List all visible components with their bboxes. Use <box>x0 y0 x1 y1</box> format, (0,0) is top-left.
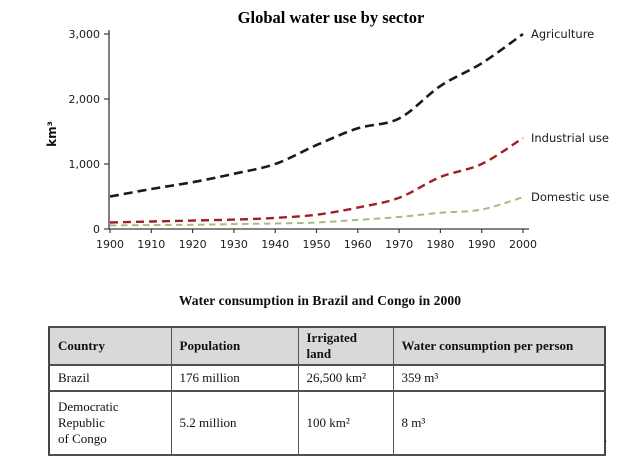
series-line-agriculture <box>109 32 524 198</box>
table-body: Brazil 176 million 26,500 km² 359 m³ Democra… <box>48 364 606 456</box>
table-header-cell: Country <box>48 326 172 366</box>
table-row: Democratic Republic of Congo 5.2 million 1… <box>48 390 606 456</box>
x-tick-label: 2000 <box>509 238 537 251</box>
table-cell: 100 km² <box>297 390 394 456</box>
table-cell: Brazil <box>48 364 172 392</box>
table-cell: 8 m³ <box>392 390 606 456</box>
series-line-domestic-use <box>109 196 524 227</box>
x-tick-label: 1910 <box>137 238 165 251</box>
table-cell: 26,500 km² <box>297 364 394 392</box>
chart-title: Global water use by sector <box>238 8 425 27</box>
series-label-industrial-use: Industrial use <box>531 131 609 145</box>
y-axis-label: km³ <box>45 121 59 147</box>
x-tick-label: 1950 <box>303 238 331 251</box>
y-tick-label: 1,000 <box>69 158 101 171</box>
series-label-domestic-use: Domestic use <box>531 190 609 204</box>
table-header-cell: Irrigated land <box>297 326 394 366</box>
water-use-chart: Global water use by sector 0 1,000 2,000 3,0… <box>45 8 609 251</box>
table-cell: 5.2 million <box>170 390 299 456</box>
x-tick-label: 1920 <box>179 238 207 251</box>
stray-dot: . <box>604 430 608 445</box>
x-tick-label: 1980 <box>426 238 454 251</box>
table-head: Country Population Irrigated land Water con… <box>48 326 606 366</box>
y-tick-label: 2,000 <box>69 93 101 106</box>
table-cell: 359 m³ <box>392 364 606 392</box>
y-tick-label: 3,000 <box>69 28 101 41</box>
x-tick-label: 1930 <box>220 238 248 251</box>
x-tick-label: 1970 <box>385 238 413 251</box>
series-line-industrial-use <box>109 136 524 224</box>
table-header-row: Country Population Irrigated land Water con… <box>48 326 606 366</box>
table-header-cell: Water consumption per person <box>392 326 606 366</box>
series-label-agriculture: Agriculture <box>531 27 594 41</box>
x-tick-label: 1960 <box>344 238 372 251</box>
x-tick-label: 1990 <box>468 238 496 251</box>
x-tick-label: 1940 <box>261 238 289 251</box>
water-consumption-table: Country Population Irrigated land Water con… <box>48 326 606 456</box>
table-title: Water consumption in Brazil and Congo in… <box>178 293 462 308</box>
y-tick-label: 0 <box>93 223 100 236</box>
table-cell: Democratic Republic of Congo <box>48 390 172 456</box>
table-row: Brazil 176 million 26,500 km² 359 m³ <box>48 364 606 392</box>
x-tick-label: 1900 <box>96 238 124 251</box>
table-cell: 176 million <box>170 364 299 392</box>
table-header-cell: Population <box>170 326 299 366</box>
